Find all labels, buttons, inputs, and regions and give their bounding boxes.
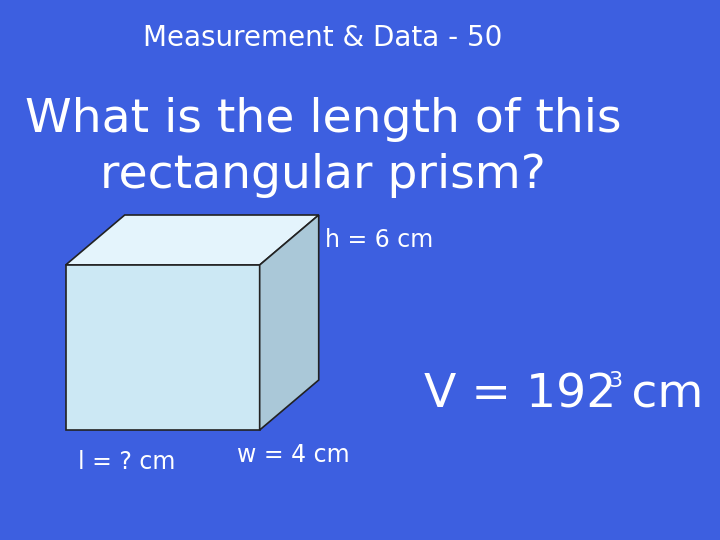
Text: What is the length of this: What is the length of this <box>24 98 621 143</box>
Text: rectangular prism?: rectangular prism? <box>100 152 546 198</box>
Text: h = 6 cm: h = 6 cm <box>325 228 433 252</box>
Text: V = 192 cm: V = 192 cm <box>424 373 703 417</box>
Text: 3: 3 <box>608 371 622 391</box>
Polygon shape <box>66 265 260 430</box>
Polygon shape <box>66 215 319 265</box>
Text: w = 4 cm: w = 4 cm <box>237 443 350 467</box>
Text: l = ? cm: l = ? cm <box>78 450 176 474</box>
Polygon shape <box>260 215 319 430</box>
Text: Measurement & Data - 50: Measurement & Data - 50 <box>143 24 503 52</box>
